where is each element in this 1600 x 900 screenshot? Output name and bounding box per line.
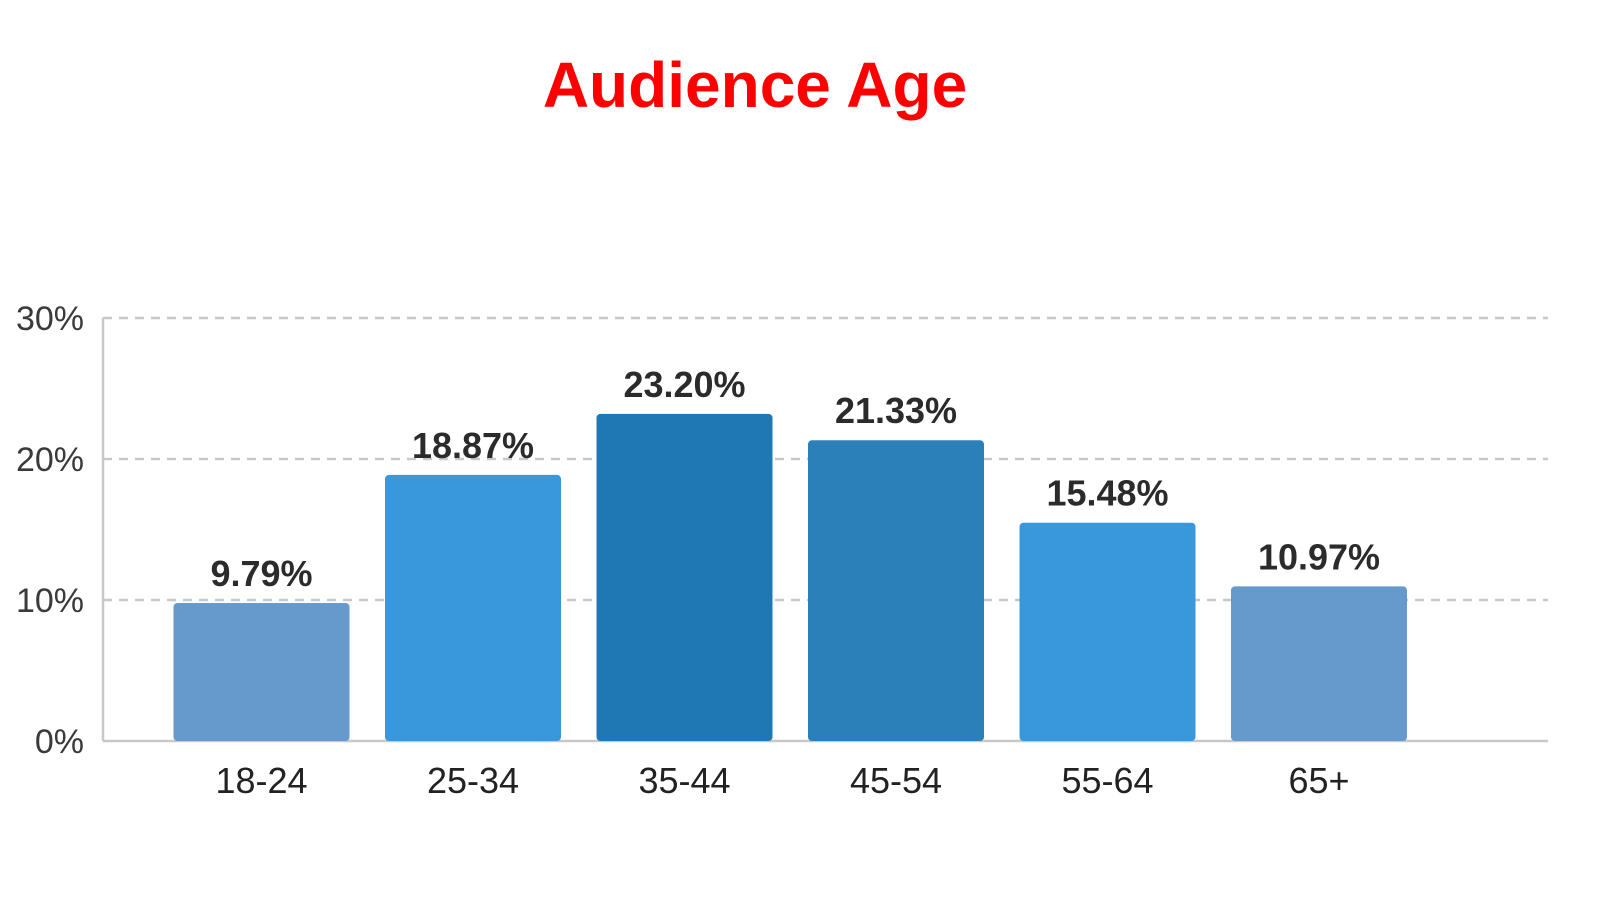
x-tick-label: 35-44	[638, 760, 730, 801]
data-label: 10.97%	[1258, 536, 1380, 577]
y-tick-label: 10%	[16, 582, 84, 620]
data-label: 21.33%	[835, 390, 957, 431]
x-tick-label: 18-24	[215, 760, 307, 801]
data-label: 15.48%	[1046, 473, 1168, 514]
data-labels: 9.79% 18.87% 23.20% 21.33% 15.48% 10.97%	[210, 364, 1380, 594]
y-axis-ticks: 0% 10% 20% 30%	[16, 300, 84, 761]
y-tick-label: 20%	[16, 441, 84, 479]
bars	[173, 413, 1407, 741]
bar-55-64	[1019, 522, 1196, 741]
bar-45-54	[808, 440, 984, 741]
data-label: 9.79%	[210, 553, 312, 594]
chart-title: Audience Age	[542, 49, 968, 121]
bar-18-24	[173, 602, 350, 741]
bar-65+	[1231, 586, 1407, 741]
data-label: 23.20%	[623, 364, 745, 405]
x-tick-label: 55-64	[1061, 760, 1153, 801]
y-tick-label: 0%	[35, 723, 84, 761]
x-tick-label: 45-54	[850, 760, 942, 801]
bar-35-44	[596, 413, 773, 741]
x-axis-labels: 18-24 25-34 35-44 45-54 55-64 65+	[215, 760, 1349, 801]
x-tick-label: 65+	[1288, 760, 1349, 801]
bar-25-34	[385, 474, 561, 741]
data-label: 18.87%	[412, 425, 534, 466]
x-tick-label: 25-34	[427, 760, 519, 801]
y-tick-label: 30%	[16, 300, 84, 338]
